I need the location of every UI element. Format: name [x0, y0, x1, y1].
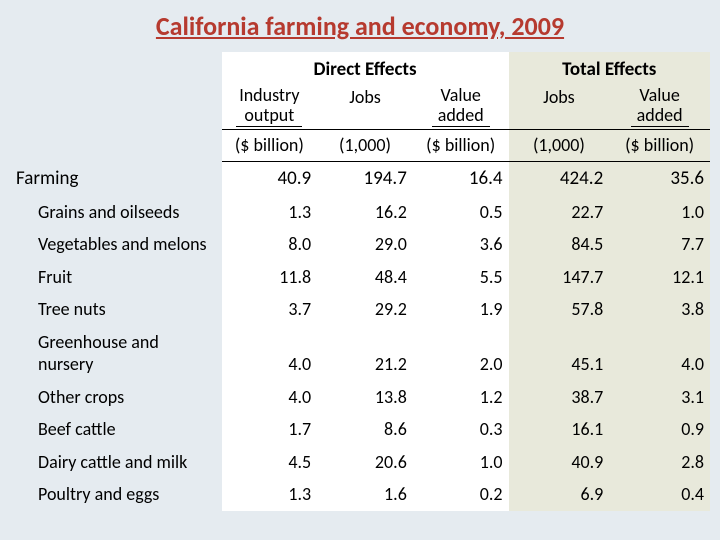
cell-d_output: 3.7	[222, 293, 318, 326]
cell-t_jobs: 147.7	[509, 261, 610, 294]
cell-t_value: 3.1	[609, 381, 710, 414]
header-total-value-l1: Value	[639, 84, 679, 106]
cell-d_jobs: 13.8	[317, 381, 413, 414]
header-direct-jobs: Jobs	[317, 84, 413, 130]
cell-t_value: 0.4	[609, 478, 710, 511]
unit-total-value: ($ billion)	[609, 130, 710, 162]
cell-t_jobs: 38.7	[509, 381, 610, 414]
header-industry-output-l1: Industry	[239, 84, 299, 106]
cell-d_jobs: 20.6	[317, 446, 413, 479]
cell-d_value: 5.5	[413, 261, 509, 294]
header-total-effects: Total Effects	[509, 52, 710, 84]
header-industry-output-l2: output	[236, 106, 302, 128]
cell-d_value: 1.0	[413, 446, 509, 479]
cell-d_output: 4.0	[222, 381, 318, 414]
row-label: Greenhouse and nursery	[10, 326, 222, 381]
header-total-jobs: Jobs	[509, 84, 610, 130]
table-row: Tree nuts3.729.21.957.83.8	[10, 293, 710, 326]
cell-d_value: 0.2	[413, 478, 509, 511]
cell-t_value: 35.6	[609, 161, 710, 195]
unit-industry-output: ($ billion)	[222, 130, 318, 162]
table-row: Greenhouse and nursery4.021.22.045.14.0	[10, 326, 710, 381]
cell-d_output: 8.0	[222, 228, 318, 261]
cell-t_jobs: 57.8	[509, 293, 610, 326]
table-row: Poultry and eggs1.31.60.26.90.4	[10, 478, 710, 511]
cell-d_jobs: 194.7	[317, 161, 413, 195]
cell-t_jobs: 16.1	[509, 413, 610, 446]
cell-t_jobs: 6.9	[509, 478, 610, 511]
cell-d_value: 0.5	[413, 196, 509, 229]
row-label: Other crops	[10, 381, 222, 414]
table-row: Grains and oilseeds1.316.20.522.71.0	[10, 196, 710, 229]
cell-d_output: 4.0	[222, 326, 318, 381]
cell-t_jobs: 424.2	[509, 161, 610, 195]
header-direct-value-l2: added	[432, 106, 490, 128]
unit-direct-jobs: (1,000)	[317, 130, 413, 162]
cell-d_output: 4.5	[222, 446, 318, 479]
cell-d_value: 16.4	[413, 161, 509, 195]
cell-d_jobs: 29.2	[317, 293, 413, 326]
header-direct-value-added: Value added	[413, 84, 509, 130]
table-row: Dairy cattle and milk4.520.61.040.92.8	[10, 446, 710, 479]
header-total-value-added: Value added	[609, 84, 710, 130]
row-label: Grains and oilseeds	[10, 196, 222, 229]
cell-d_value: 3.6	[413, 228, 509, 261]
header-total-value-l2: added	[631, 106, 689, 128]
cell-d_value: 2.0	[413, 326, 509, 381]
table-row: Other crops4.013.81.238.73.1	[10, 381, 710, 414]
cell-t_value: 3.8	[609, 293, 710, 326]
row-label: Poultry and eggs	[10, 478, 222, 511]
cell-t_jobs: 22.7	[509, 196, 610, 229]
data-table: Direct Effects Total Effects Industry ou…	[10, 52, 710, 511]
cell-d_jobs: 1.6	[317, 478, 413, 511]
cell-d_jobs: 16.2	[317, 196, 413, 229]
row-label: Farming	[10, 161, 222, 195]
table-row: Farming40.9194.716.4424.235.6	[10, 161, 710, 195]
row-label: Dairy cattle and milk	[10, 446, 222, 479]
cell-t_value: 0.9	[609, 413, 710, 446]
cell-t_value: 2.8	[609, 446, 710, 479]
cell-d_jobs: 48.4	[317, 261, 413, 294]
cell-d_output: 1.3	[222, 196, 318, 229]
cell-d_output: 1.3	[222, 478, 318, 511]
table-row: Vegetables and melons8.029.03.684.57.7	[10, 228, 710, 261]
table-row: Fruit11.848.45.5147.712.1	[10, 261, 710, 294]
row-label: Beef cattle	[10, 413, 222, 446]
data-table-container: Direct Effects Total Effects Industry ou…	[10, 52, 710, 511]
header-direct-effects: Direct Effects	[222, 52, 509, 84]
cell-d_value: 1.2	[413, 381, 509, 414]
cell-t_value: 1.0	[609, 196, 710, 229]
cell-d_jobs: 29.0	[317, 228, 413, 261]
cell-t_value: 7.7	[609, 228, 710, 261]
unit-total-jobs: (1,000)	[509, 130, 610, 162]
cell-d_value: 1.9	[413, 293, 509, 326]
cell-d_output: 11.8	[222, 261, 318, 294]
cell-d_jobs: 8.6	[317, 413, 413, 446]
cell-t_value: 4.0	[609, 326, 710, 381]
cell-t_jobs: 40.9	[509, 446, 610, 479]
row-label: Tree nuts	[10, 293, 222, 326]
cell-t_jobs: 84.5	[509, 228, 610, 261]
header-industry-output: Industry output	[222, 84, 318, 130]
cell-d_output: 1.7	[222, 413, 318, 446]
cell-t_jobs: 45.1	[509, 326, 610, 381]
table-row: Beef cattle1.78.60.316.10.9	[10, 413, 710, 446]
row-label: Vegetables and melons	[10, 228, 222, 261]
cell-d_jobs: 21.2	[317, 326, 413, 381]
cell-d_output: 40.9	[222, 161, 318, 195]
cell-d_value: 0.3	[413, 413, 509, 446]
unit-direct-value: ($ billion)	[413, 130, 509, 162]
page-title: California farming and economy, 2009	[10, 10, 710, 42]
cell-t_value: 12.1	[609, 261, 710, 294]
row-label: Fruit	[10, 261, 222, 294]
header-direct-value-l1: Value	[441, 84, 481, 106]
